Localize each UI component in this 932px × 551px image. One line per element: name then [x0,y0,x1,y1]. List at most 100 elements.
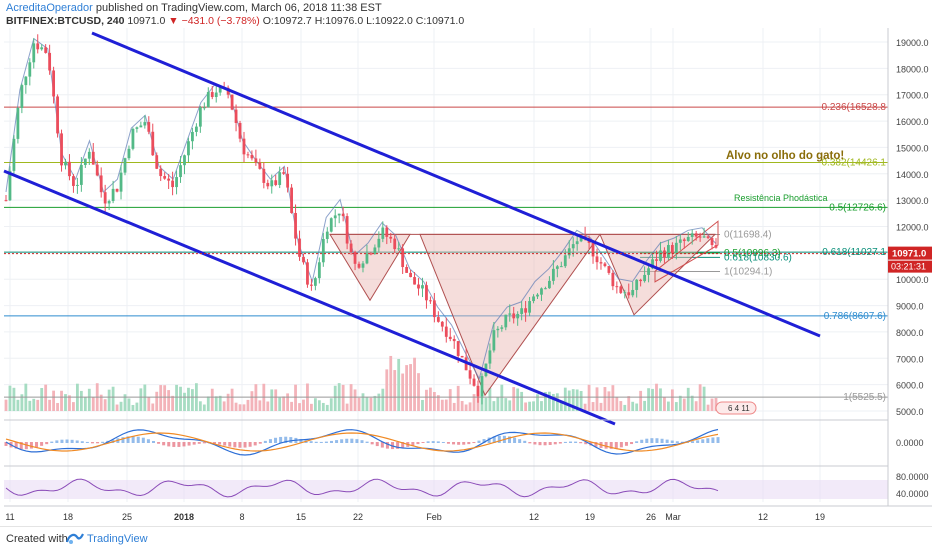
macd-histogram-bar [40,442,44,446]
tradingview-brand[interactable]: TradingView [87,533,148,545]
volume-bar [4,399,8,411]
candle-body [123,158,127,173]
volume-bar [83,397,87,411]
candle-body [262,168,266,183]
candle-body [56,96,59,134]
candle-body [548,280,551,289]
macd-histogram-bar [55,440,59,443]
candle-body [579,235,583,242]
candle-body [36,43,40,50]
volume-bar [91,397,95,411]
volume-bar [175,384,178,411]
candle-body [682,239,686,242]
tradingview-logo-icon[interactable] [65,531,84,548]
volume-bar [123,394,127,411]
candle-body [87,151,91,159]
volume-bar [440,399,444,411]
macd-histogram-bar [441,441,445,443]
fib-label: 0.382(14426.1 [821,158,886,169]
candle-body [559,266,563,268]
candle-body [302,256,305,263]
macd-histogram-bar [619,442,623,448]
candle-body [377,238,381,248]
axes: 19000.0 18000.0 17000.0 16000.0 15000.0 14000… [4,28,932,522]
candle-body [258,162,262,169]
macd-pane: 0.0000 [4,428,924,456]
pattern-triangle [329,233,411,302]
candle-body [179,165,182,178]
macd-histogram-bar [609,442,613,449]
candle-body [619,286,623,293]
macd-histogram-bar [187,442,191,446]
volume-bar [206,396,210,411]
fib-label: 0.618(11027.1 [822,247,886,258]
volume-bar [107,389,111,411]
candle-body [254,158,258,163]
macd-histogram-bar [482,439,486,443]
small-fib-label: 0.618(10830.6) [724,252,792,263]
candle-body [286,173,290,188]
ohlc-high: H:10976.0 [314,15,364,27]
volume-bar [393,370,397,411]
volume-bar [20,394,24,411]
volume-bar [643,400,647,411]
ohlc-low: L:10922.0 [366,15,413,27]
macd-histogram-bar [640,439,644,443]
symbol-label[interactable]: BITFINEX:BTCUSD, 240 [6,15,125,27]
volume-bar [639,390,643,411]
candle-body [64,161,67,166]
y-tick-label: 8000.0 [896,328,924,338]
candle-body [44,47,48,53]
candle-body [4,200,8,202]
candle-body [397,248,401,250]
candle-body [329,218,333,232]
candle-body [250,154,254,159]
candle-body [198,107,202,127]
chart-canvas[interactable]: 0.236(16528.8 0.382(14426.1 0.5(12726.6) 0.… [0,28,932,526]
candle-body [492,330,496,351]
grid [4,28,888,502]
volume-bar [282,396,286,411]
macd-histogram-bar [696,440,700,443]
candle-body [551,268,555,281]
volume-bar [234,402,238,411]
candle-body [480,376,484,397]
author-link[interactable]: AcreditaOperador [6,2,93,14]
candle-body [20,85,24,108]
volume-bar [310,403,313,411]
volume-bar [615,397,619,411]
candle-body [405,267,409,273]
candle-body [694,233,698,237]
candle-body [448,336,452,339]
volume-bar [278,397,282,411]
candle-body [488,350,492,364]
macd-histogram-bar [452,442,456,445]
macd-zero-label: 0.0000 [896,438,924,448]
macd-histogram-bar [314,441,318,443]
candle-body [242,138,246,155]
volume-bar [583,403,587,411]
candle-body [623,292,627,294]
macd-histogram-bar [279,436,283,443]
candle-body [95,164,99,176]
volume-bar [127,398,131,411]
volume-bar [48,399,52,411]
volume-bar [385,369,389,411]
candle-body [28,62,32,77]
macd-histogram-bar [263,440,267,443]
candle-body [575,241,579,245]
volume-bar [678,395,682,411]
x-tick-label: 18 [63,512,73,522]
candle-body [214,92,218,98]
volume-bar [321,402,325,411]
candle-body [155,155,159,169]
volume-bar [286,393,290,411]
channel-upper-line [91,31,821,338]
volume-bar [436,395,440,411]
candle-body [393,238,397,250]
x-tick-label: 25 [122,512,132,522]
symbol-line: BITFINEX:BTCUSD, 240 10971.0 ▼ −431.0 (−… [6,15,464,27]
volume-bar [500,384,504,411]
volume-bar [317,400,321,411]
candle-body [294,212,297,239]
